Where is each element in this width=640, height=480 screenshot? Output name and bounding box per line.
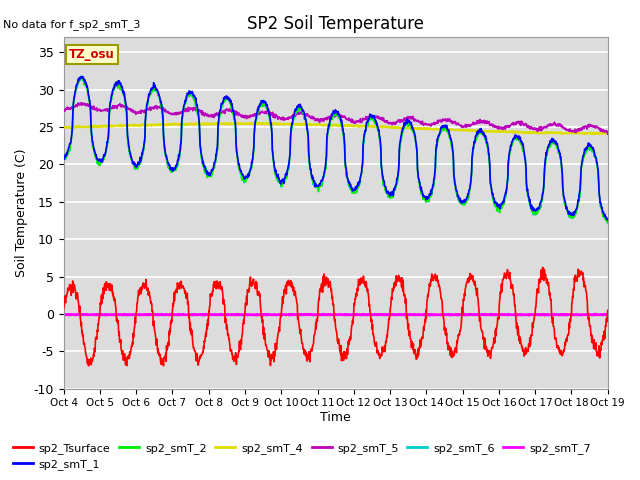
Text: No data for f_sp2_smT_3: No data for f_sp2_smT_3 [3, 19, 141, 30]
Y-axis label: Soil Temperature (C): Soil Temperature (C) [15, 149, 28, 277]
Text: TZ_osu: TZ_osu [69, 48, 115, 61]
X-axis label: Time: Time [320, 411, 351, 424]
Legend: sp2_Tsurface, sp2_smT_1, sp2_smT_2, sp2_smT_4, sp2_smT_5, sp2_smT_6, sp2_smT_7: sp2_Tsurface, sp2_smT_1, sp2_smT_2, sp2_… [9, 438, 595, 474]
Title: SP2 Soil Temperature: SP2 Soil Temperature [247, 15, 424, 33]
